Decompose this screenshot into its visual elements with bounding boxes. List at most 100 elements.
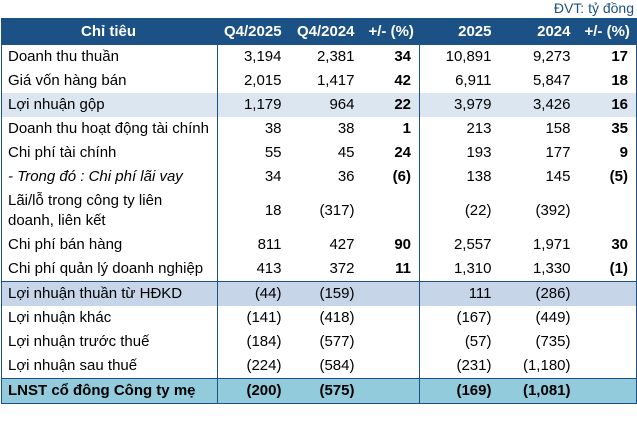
value-cell bbox=[362, 329, 420, 354]
row-label: Lợi nhuận trước thuế bbox=[1, 329, 218, 354]
value-cell: (449) bbox=[535, 308, 571, 326]
table-row: Chi phí bán hàng 811 427 90 2,557 1,971 30 bbox=[1, 232, 637, 257]
value-cell bbox=[578, 377, 637, 403]
value-cell: 9 bbox=[619, 143, 628, 161]
value-cell: 34 bbox=[362, 44, 420, 69]
value-cell: (5) bbox=[609, 167, 628, 185]
value-cell: 1,330 bbox=[532, 259, 571, 277]
value-cell: 3,194 bbox=[243, 47, 282, 65]
value-cell: (577) bbox=[319, 332, 355, 350]
table-row: Chi phí tài chính 55 45 24 193 177 9 bbox=[1, 140, 637, 165]
value-cell: 111 bbox=[419, 280, 500, 306]
table-row: Lợi nhuận khác (141) (418) (167) (449) bbox=[1, 305, 637, 330]
value-cell: (22) bbox=[464, 201, 492, 219]
row-label: Lợi nhuận khác bbox=[1, 305, 218, 330]
table-row: Lợi nhuận gộp 1,179 964 22 3,979 3,426 16 bbox=[1, 92, 637, 117]
value-cell: 138 bbox=[466, 167, 492, 185]
value-cell: 17 bbox=[611, 47, 628, 65]
value-cell: 964 bbox=[289, 92, 363, 117]
column-header: Chỉ tiêu bbox=[1, 18, 218, 45]
value-cell: 35 bbox=[611, 119, 628, 137]
value-cell: 3,426 bbox=[499, 92, 579, 117]
value-cell: 42 bbox=[362, 68, 420, 93]
table-body: Doanh thu thuần 3,194 2,381 34 10,891 9,273 17… bbox=[1, 44, 637, 403]
row-label: Chi phí bán hàng bbox=[1, 232, 218, 257]
row-label: Doanh thu thuần bbox=[1, 44, 218, 69]
value-cell: (418) bbox=[319, 308, 355, 326]
value-cell: 36 bbox=[337, 167, 355, 185]
value-cell: (392) bbox=[535, 201, 571, 219]
value-cell bbox=[579, 330, 637, 354]
value-cell: 2,557 bbox=[453, 235, 492, 253]
value-cell: 10,891 bbox=[445, 47, 492, 65]
value-cell: 158 bbox=[545, 119, 571, 137]
value-cell: (735) bbox=[535, 332, 571, 350]
value-cell: 372 bbox=[329, 259, 355, 277]
value-cell: 413 bbox=[256, 259, 282, 277]
value-cell: 3,979 bbox=[419, 92, 500, 117]
value-cell bbox=[579, 306, 637, 330]
value-cell: 5,847 bbox=[532, 71, 571, 89]
financial-results-table: Chỉ tiêu Q4/2025 Q4/2024 +/- (%) 2025 2024 +/-… bbox=[1, 18, 637, 404]
value-cell: (141) bbox=[246, 308, 282, 326]
row-label: Lãi/lỗ trong công ty liên doanh, liên kế… bbox=[1, 188, 218, 233]
value-cell: 9,273 bbox=[532, 47, 571, 65]
value-cell bbox=[362, 188, 420, 233]
value-cell: 30 bbox=[611, 235, 628, 253]
table-row: LNST cổ đông Công ty mẹ (200) (575) (169) (1… bbox=[1, 377, 637, 403]
value-cell: 1,310 bbox=[453, 259, 492, 277]
value-cell: (184) bbox=[246, 332, 282, 350]
header-row: Chỉ tiêu Q4/2025 Q4/2024 +/- (%) 2025 2024 +/-… bbox=[1, 18, 637, 45]
table-row: - Trong đó : Chi phí lãi vay 34 36 (6) 138 14… bbox=[1, 164, 637, 189]
value-cell: (200) bbox=[217, 377, 290, 403]
value-cell: 11 bbox=[362, 256, 420, 281]
value-cell: (169) bbox=[419, 377, 500, 403]
table-header: Chỉ tiêu Q4/2025 Q4/2024 +/- (%) 2025 2024 +/-… bbox=[1, 18, 637, 45]
value-cell: 811 bbox=[257, 235, 282, 253]
value-cell: (1,180) bbox=[522, 356, 571, 374]
table-row: Lợi nhuận sau thuế (224) (584) (231) (1,180) bbox=[1, 353, 637, 378]
value-cell bbox=[362, 280, 420, 306]
table-row: Lợi nhuận thuần từ HĐKD (44) (159) 111 (286) bbox=[1, 280, 637, 306]
value-cell: 18 bbox=[611, 71, 628, 89]
column-header: 2025 bbox=[419, 18, 500, 45]
value-cell: 22 bbox=[362, 92, 420, 117]
value-cell: 16 bbox=[578, 92, 637, 117]
column-header: Q4/2025 bbox=[217, 18, 290, 45]
row-label: Lợi nhuận gộp bbox=[1, 92, 218, 117]
value-cell: (224) bbox=[246, 356, 282, 374]
value-cell: 213 bbox=[466, 119, 492, 137]
value-cell: (1,081) bbox=[499, 377, 579, 403]
value-cell: 55 bbox=[264, 143, 282, 161]
value-cell bbox=[362, 377, 420, 403]
value-cell: (317) bbox=[319, 201, 355, 219]
table-row: Giá vốn hàng bán 2,015 1,417 42 6,911 5,847 18 bbox=[1, 68, 637, 93]
value-cell bbox=[362, 305, 420, 330]
row-label: Lợi nhuận thuần từ HĐKD bbox=[1, 280, 218, 306]
value-cell: 1,417 bbox=[316, 71, 355, 89]
value-cell: 1 bbox=[362, 116, 420, 141]
value-cell: 193 bbox=[466, 143, 492, 161]
column-header: 2024 bbox=[499, 18, 579, 45]
value-cell: (6) bbox=[362, 164, 420, 189]
column-header: +/- (%) bbox=[578, 18, 637, 45]
value-cell bbox=[579, 189, 637, 233]
row-label: Lợi nhuận sau thuế bbox=[1, 353, 218, 378]
column-header: Q4/2024 bbox=[289, 18, 363, 45]
value-cell: 38 bbox=[264, 119, 282, 137]
row-label: Giá vốn hàng bán bbox=[1, 68, 218, 93]
row-label: Chi phí quản lý doanh nghiệp bbox=[1, 256, 218, 281]
value-cell: 45 bbox=[337, 143, 355, 161]
value-cell: 90 bbox=[362, 232, 420, 257]
value-cell: (167) bbox=[456, 308, 492, 326]
table-row: Doanh thu hoạt động tài chính 38 38 1 213 158… bbox=[1, 116, 637, 141]
value-cell: 145 bbox=[545, 167, 571, 185]
value-cell: 34 bbox=[264, 167, 282, 185]
value-cell: 2,015 bbox=[243, 71, 282, 89]
value-cell bbox=[362, 353, 420, 378]
value-cell: 177 bbox=[545, 143, 571, 161]
value-cell: 24 bbox=[362, 140, 420, 165]
table-row: Lãi/lỗ trong công ty liên doanh, liên kế… bbox=[1, 188, 637, 233]
value-cell: 427 bbox=[329, 235, 355, 253]
